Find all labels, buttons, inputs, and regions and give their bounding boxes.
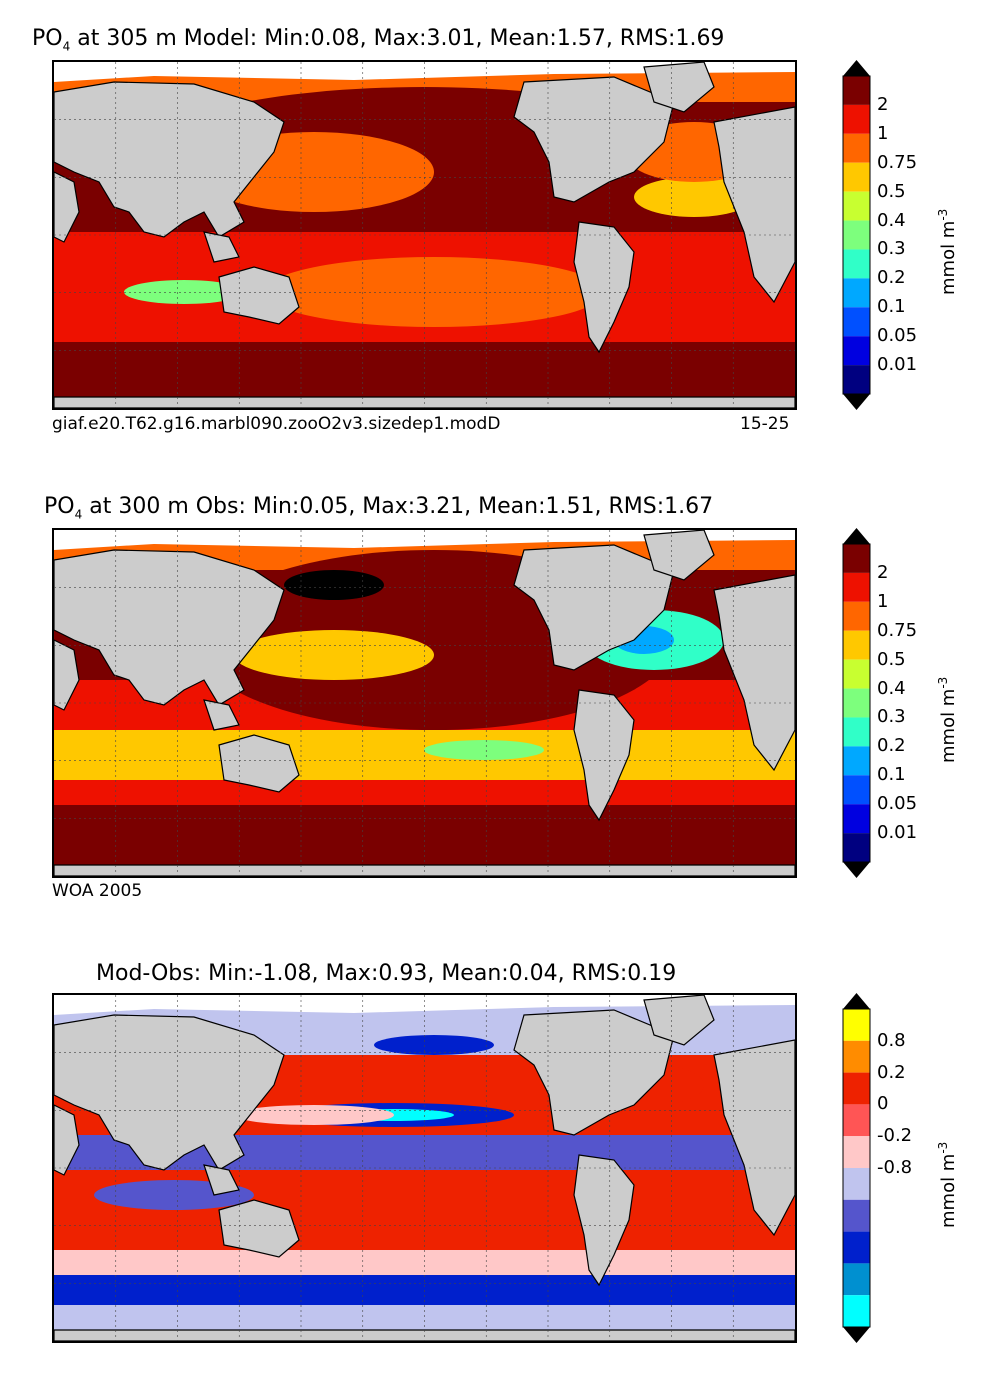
colorbar-tick-label: 0.1: [877, 764, 906, 786]
colorbar-tick-label: 1: [877, 590, 889, 612]
obs-po4-map: [52, 528, 797, 878]
colorbar-tick-label: 0.01: [877, 822, 918, 844]
panel1-title: PO4 at 305 m Model: Min:0.08, Max:3.01, …: [32, 26, 725, 54]
colorbar-tick-label: 0.5: [877, 648, 906, 670]
obs-colorbar: [842, 528, 871, 878]
model-po4-map: [52, 60, 797, 410]
colorbar-tick-label: 0.01: [877, 354, 918, 376]
colorbar-tick-label: 0.75: [877, 151, 918, 173]
colorbar-tick-label: 0.4: [877, 677, 906, 699]
colorbar-tick-label: 2: [877, 93, 889, 115]
obs-source-label: WOA 2005: [52, 881, 143, 901]
colorbar-tick-label: 1: [877, 122, 889, 144]
colorbar-tick-label: 0: [877, 1093, 889, 1115]
colorbar-tick-label: 0.05: [877, 793, 918, 815]
diff-map: [52, 993, 797, 1343]
colorbar-unit-label: mmol m-3: [936, 208, 959, 295]
colorbar-tick-label: 0.5: [877, 180, 906, 202]
colorbar-tick-label: 0.2: [877, 267, 906, 289]
colorbar-tick-label: 0.3: [877, 706, 906, 728]
colorbar-tick-label: 2: [877, 561, 889, 583]
colorbar-tick-label: 0.2: [877, 735, 906, 757]
colorbar-tick-label: 0.4: [877, 209, 906, 231]
panel3-title: Mod-Obs: Min:-1.08, Max:0.93, Mean:0.04,…: [96, 961, 677, 986]
colorbar-tick-label: -0.2: [877, 1125, 913, 1147]
model-run-label: giaf.e20.T62.g16.marbl090.zooO2v3.sizede…: [52, 414, 501, 434]
colorbar-unit-label: mmol m-3: [936, 676, 959, 763]
diff-colorbar: [842, 993, 871, 1343]
model-colorbar: [842, 60, 871, 410]
model-years-label: 15-25: [740, 414, 790, 434]
colorbar-tick-label: 0.75: [877, 619, 918, 641]
colorbar-tick-label: 0.8: [877, 1029, 906, 1051]
colorbar-tick-label: -0.8: [877, 1157, 913, 1178]
colorbar-tick-label: 0.3: [877, 238, 906, 260]
colorbar-tick-label: 0.2: [877, 1061, 906, 1083]
colorbar-unit-label: mmol m-3: [936, 1141, 959, 1228]
colorbar-tick-label: 0.1: [877, 296, 906, 318]
panel2-title: PO4 at 300 m Obs: Min:0.05, Max:3.21, Me…: [44, 494, 714, 522]
colorbar-tick-label: 0.05: [877, 325, 918, 347]
